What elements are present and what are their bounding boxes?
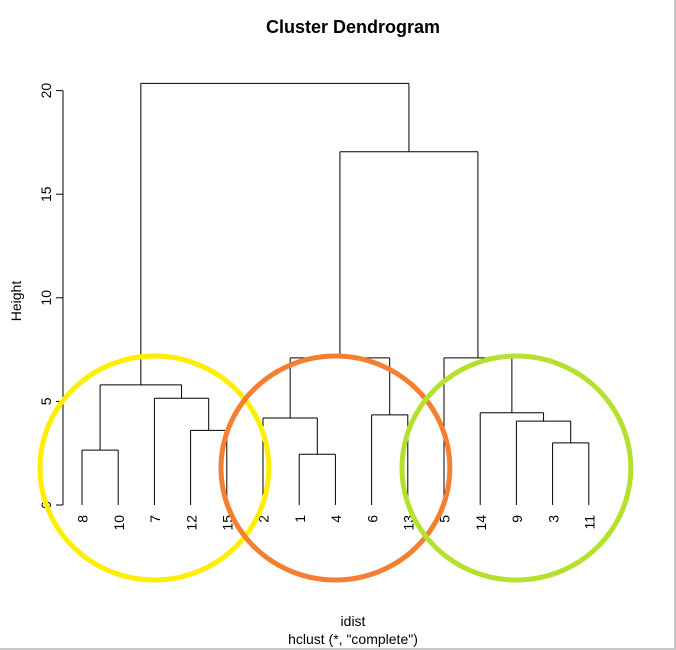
chart-subtitle: hclust (*, "complete") — [288, 631, 418, 647]
cluster-highlight-ellipse — [218, 353, 453, 583]
leaf-label: 8 — [75, 515, 91, 523]
leaf-label: 9 — [509, 515, 525, 523]
leaf-labels: 8 10 7 12 15 2 1 4 6 13 5 14 9 3 11 — [75, 515, 598, 531]
y-tick-label: 20 — [38, 83, 54, 99]
leaf-label: 12 — [183, 515, 199, 531]
leaf-label: 10 — [111, 515, 127, 531]
leaf-label: 11 — [582, 515, 598, 530]
y-tick-label: 10 — [38, 290, 54, 306]
x-axis-label: idist — [341, 613, 366, 629]
leaf-label: 2 — [256, 515, 272, 523]
leaf-label: 14 — [473, 515, 489, 531]
cluster-highlight-ellipse — [399, 353, 634, 583]
leaf-label: 1 — [292, 515, 308, 523]
leaf-label: 6 — [364, 515, 380, 523]
leaf-label: 5 — [437, 515, 453, 523]
cluster-highlights — [37, 353, 634, 583]
leaf-label: 7 — [147, 515, 163, 523]
leaf-label: 4 — [328, 515, 344, 523]
dendrogram-branches — [81, 82, 590, 505]
y-tick-label: 5 — [38, 397, 54, 405]
leaf-label: 3 — [545, 515, 561, 523]
y-axis-label: Height — [8, 281, 24, 322]
cluster-highlight-ellipse — [37, 353, 272, 583]
chart-title: Cluster Dendrogram — [266, 17, 440, 37]
y-tick-label: 15 — [38, 186, 54, 202]
